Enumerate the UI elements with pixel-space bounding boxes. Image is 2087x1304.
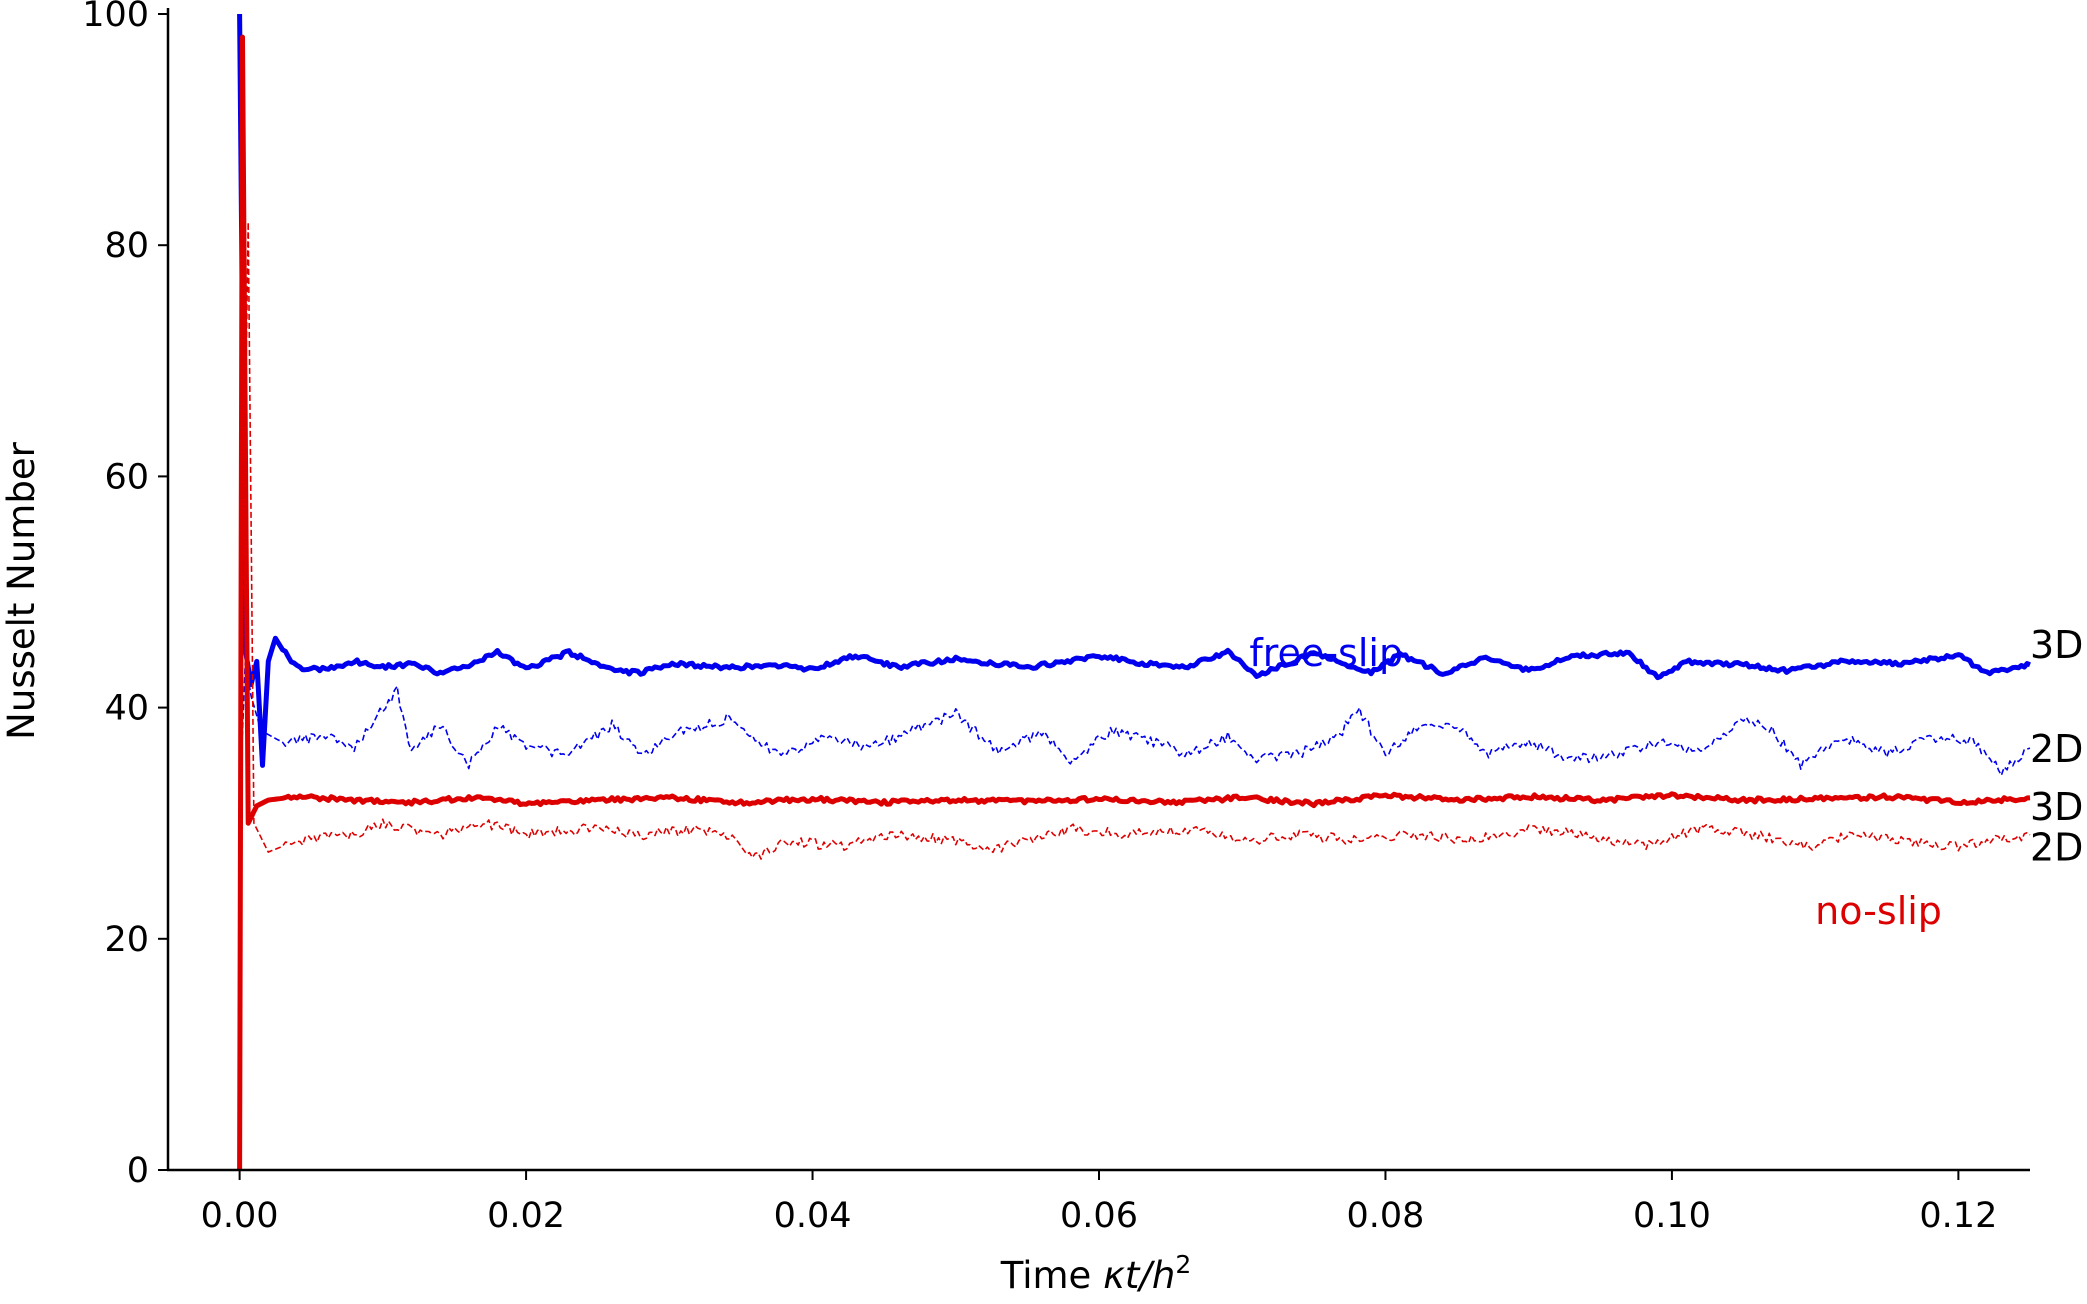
x-tick-label: 0.02 — [487, 1196, 565, 1236]
series-line-no-slip-2d — [238, 221, 2031, 860]
y-axis-title: Nusselt Number — [0, 441, 43, 739]
annotation-no-slip: no-slip — [1815, 889, 1942, 933]
x-tick-label: 0.06 — [1060, 1196, 1138, 1236]
annotation-free-slip: free-slip — [1249, 631, 1403, 675]
y-tick-label: 0 — [127, 1151, 149, 1191]
y-tick-label: 40 — [104, 689, 149, 729]
series-layer — [237, 13, 2031, 1171]
x-axis-title: Time κt/h2 — [1000, 1250, 1191, 1297]
series-line-free-slip-2d — [238, 660, 2031, 801]
y-tick-label: 100 — [82, 0, 149, 35]
x-tick-label: 0.04 — [774, 1196, 852, 1236]
y-tick-label: 80 — [104, 226, 149, 266]
x-tick-label: 0.00 — [201, 1196, 279, 1236]
end-label-3d: 3D — [2030, 785, 2083, 829]
series-line-free-slip-3d — [237, 13, 2031, 768]
end-label-3d: 3D — [2030, 623, 2083, 667]
axes: 0.00 0.02 0.04 0.06 0.08 0.10 0.12 0 20 40 60 80 100 — [82, 0, 2030, 1236]
x-tick-label: 0.10 — [1633, 1196, 1711, 1236]
x-tick-label: 0.08 — [1346, 1196, 1424, 1236]
y-tick-label: 60 — [104, 457, 149, 497]
end-label-2d: 2D — [2030, 825, 2083, 869]
end-label-2d: 2D — [2030, 727, 2083, 771]
x-tick-label: 0.12 — [1919, 1196, 1997, 1236]
series-line-no-slip-3d — [237, 34, 2031, 1171]
y-tick-label: 20 — [104, 920, 149, 960]
